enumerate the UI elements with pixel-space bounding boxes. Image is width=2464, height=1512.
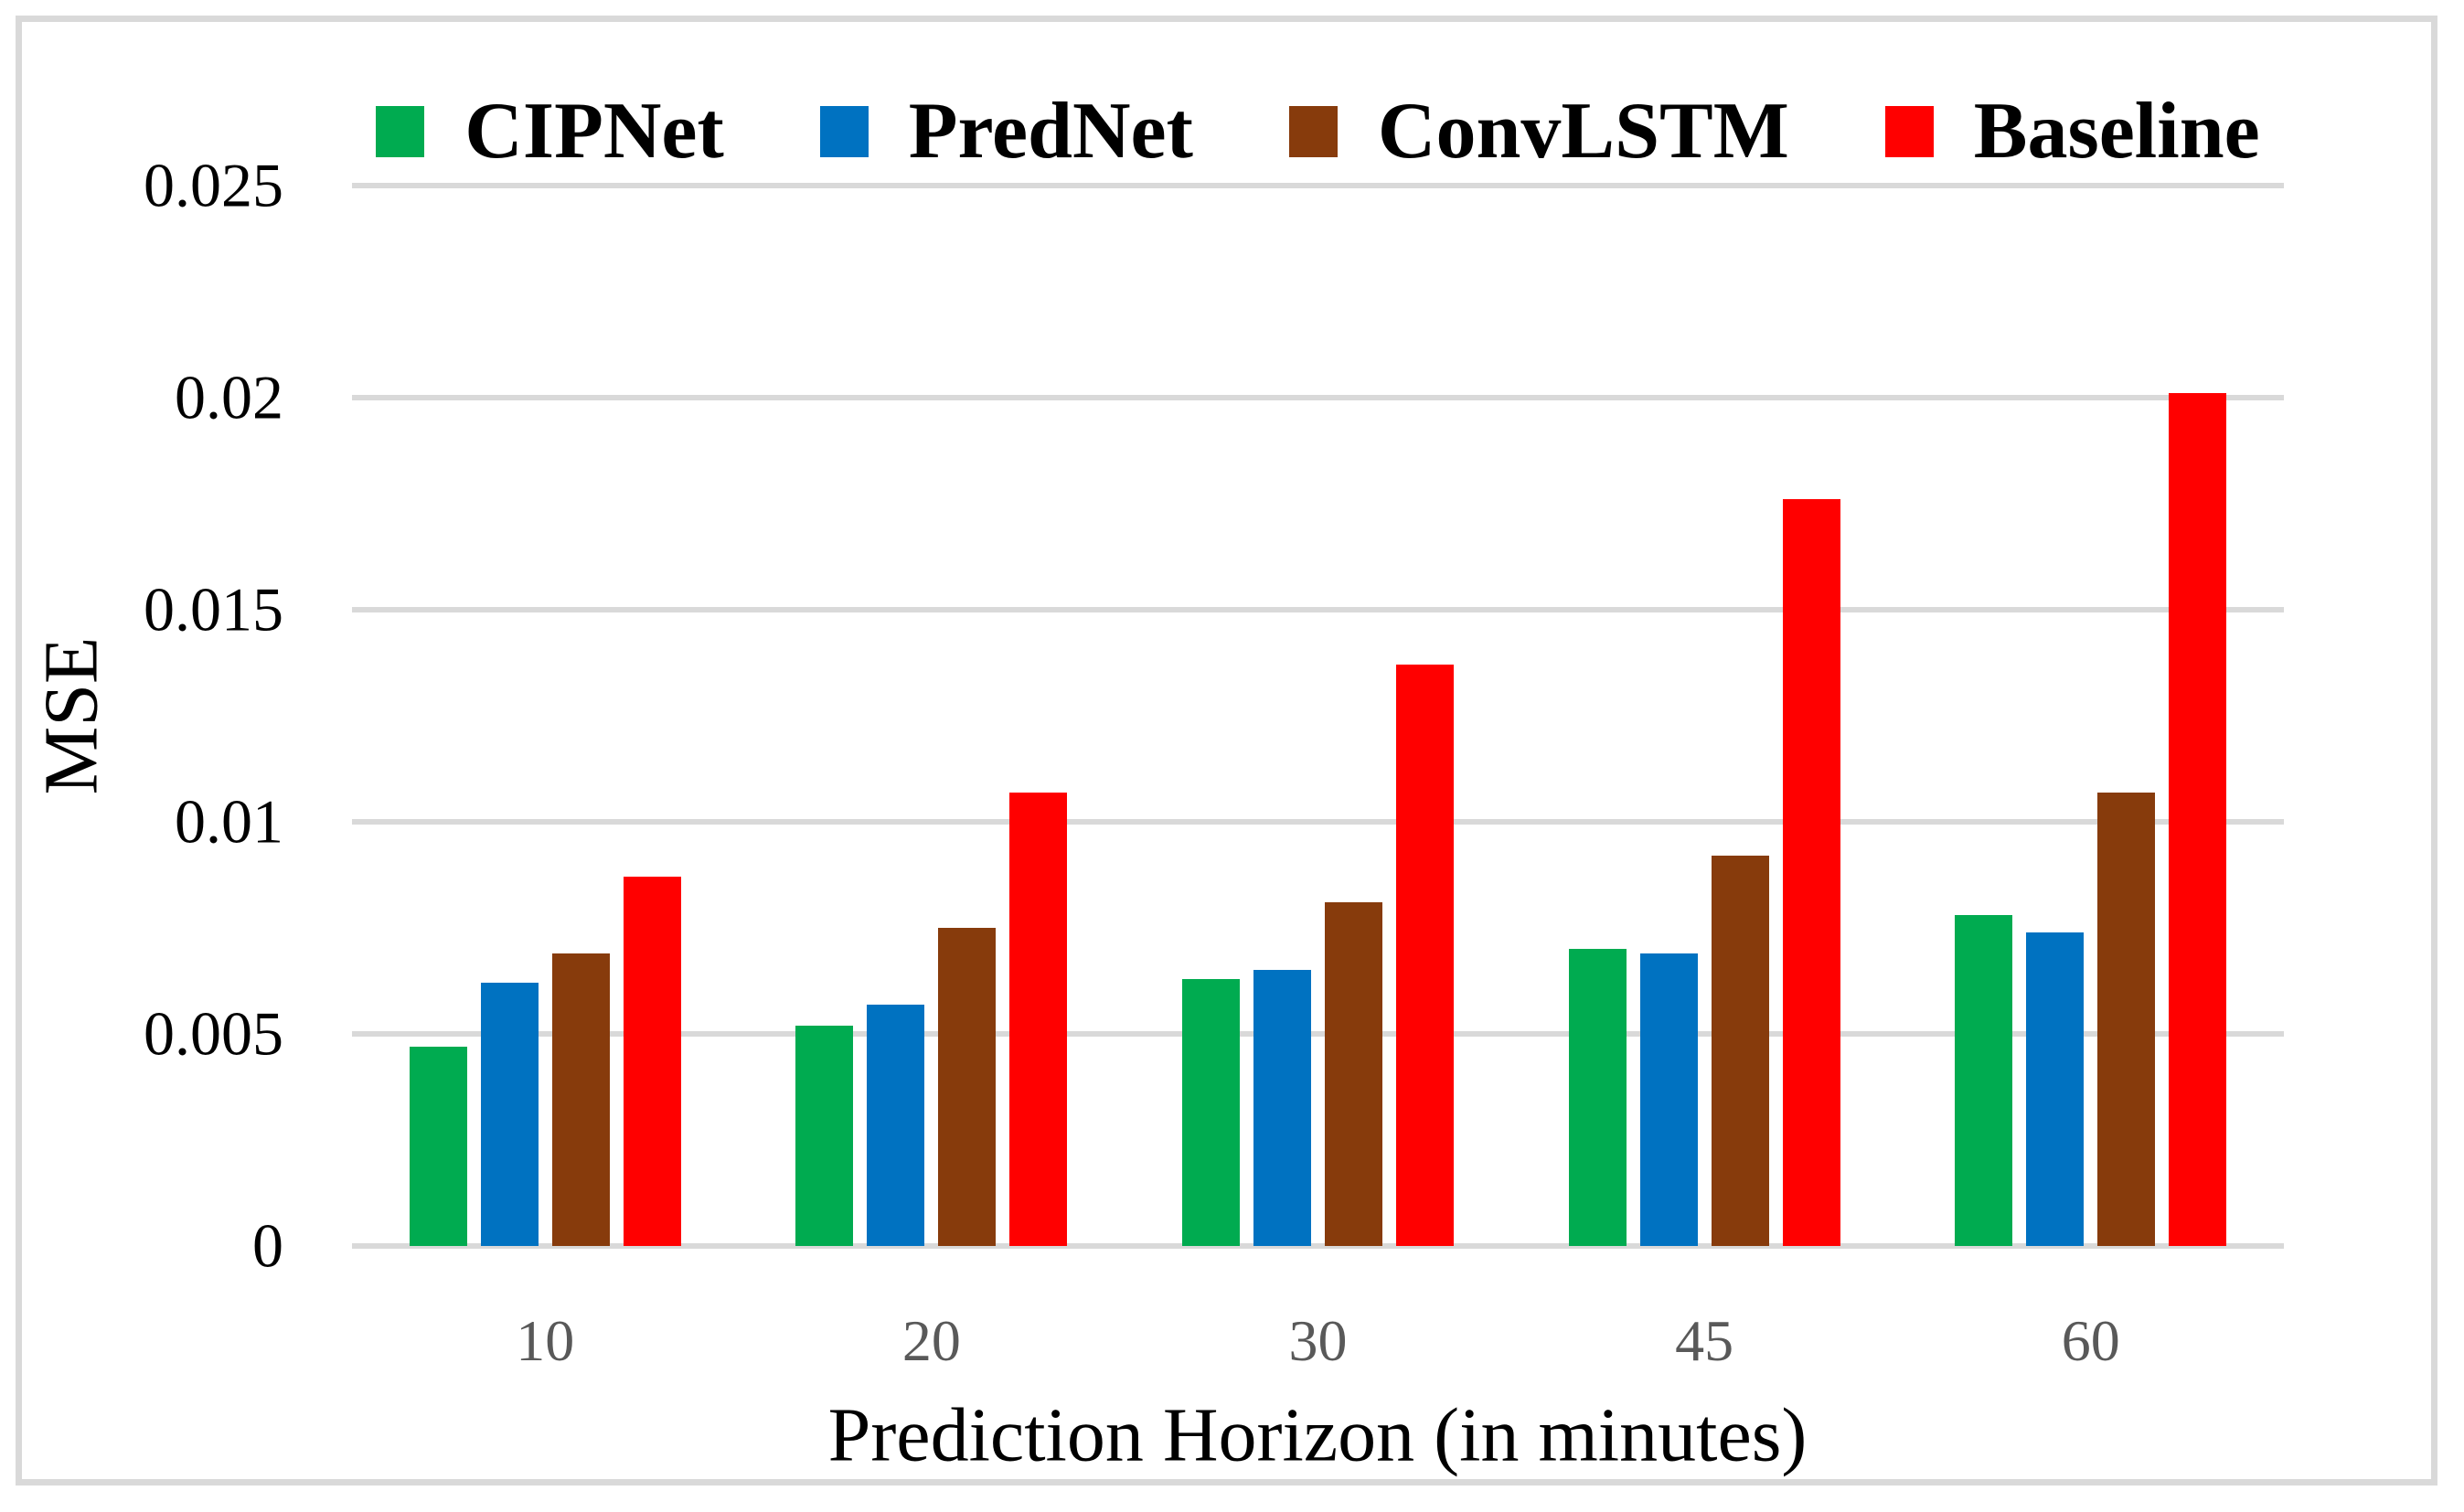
legend-swatch-icon bbox=[376, 106, 425, 157]
bar bbox=[1955, 915, 2013, 1246]
legend-label: CIPNet bbox=[464, 87, 724, 176]
gridline bbox=[352, 1031, 2284, 1037]
bar bbox=[1711, 856, 1769, 1246]
bar bbox=[2026, 932, 2085, 1246]
bar bbox=[938, 928, 997, 1246]
bar-group bbox=[1897, 186, 2284, 1246]
legend-swatch-icon bbox=[1884, 106, 1934, 157]
bar-group bbox=[1125, 186, 1511, 1246]
bar-group bbox=[739, 186, 1125, 1246]
bar bbox=[867, 1004, 925, 1246]
bar bbox=[1009, 792, 1068, 1246]
gridline bbox=[352, 607, 2284, 612]
gridline bbox=[352, 819, 2284, 825]
y-tick-label: 0.025 bbox=[144, 150, 283, 220]
bar bbox=[2097, 792, 2156, 1246]
x-tick-label: 20 bbox=[901, 1308, 961, 1373]
legend-item: ConvLSTM bbox=[1288, 87, 1789, 176]
bar bbox=[1253, 970, 1311, 1246]
x-tick-label: 10 bbox=[516, 1308, 575, 1373]
bar bbox=[1568, 949, 1627, 1246]
bar bbox=[1639, 953, 1698, 1246]
bar bbox=[1324, 902, 1382, 1246]
bar bbox=[2169, 393, 2227, 1246]
bar bbox=[623, 877, 681, 1246]
y-tick-label: 0.005 bbox=[144, 998, 283, 1069]
legend-label: PredNet bbox=[908, 87, 1193, 176]
gridline bbox=[352, 1243, 2284, 1249]
bar bbox=[795, 1025, 854, 1246]
bar-group bbox=[352, 186, 739, 1246]
plot-area bbox=[352, 183, 2284, 1249]
y-tick-label: 0 bbox=[252, 1210, 283, 1281]
bar bbox=[551, 953, 610, 1246]
bar bbox=[409, 1046, 467, 1246]
x-axis-title: Prediction Horizon (in minutes) bbox=[827, 1392, 1808, 1478]
legend-label: Baseline bbox=[1973, 87, 2260, 176]
x-tick-label: 45 bbox=[1675, 1308, 1734, 1373]
bar bbox=[1782, 499, 1840, 1246]
bar-group bbox=[1511, 186, 1898, 1246]
legend-item: CIPNet bbox=[376, 87, 724, 176]
x-tick-label: 60 bbox=[2061, 1308, 2120, 1373]
bar bbox=[480, 983, 539, 1246]
gridline bbox=[352, 395, 2284, 400]
bar bbox=[1181, 978, 1240, 1246]
legend-swatch-icon bbox=[819, 106, 869, 157]
x-tick-label: 30 bbox=[1288, 1308, 1348, 1373]
bar bbox=[1395, 665, 1454, 1246]
y-tick-label: 0.015 bbox=[144, 574, 283, 644]
y-tick-label: 0.01 bbox=[175, 786, 283, 857]
legend-swatch-icon bbox=[1288, 106, 1338, 157]
legend-item: Baseline bbox=[1884, 87, 2260, 176]
legend-item: PredNet bbox=[819, 87, 1193, 176]
legend: CIPNet PredNet ConvLSTM Baseline bbox=[352, 91, 2284, 172]
y-axis-title: MSE bbox=[28, 636, 114, 795]
y-tick-label: 0.02 bbox=[175, 362, 283, 432]
gridline bbox=[352, 183, 2284, 188]
legend-label: ConvLSTM bbox=[1377, 87, 1789, 176]
